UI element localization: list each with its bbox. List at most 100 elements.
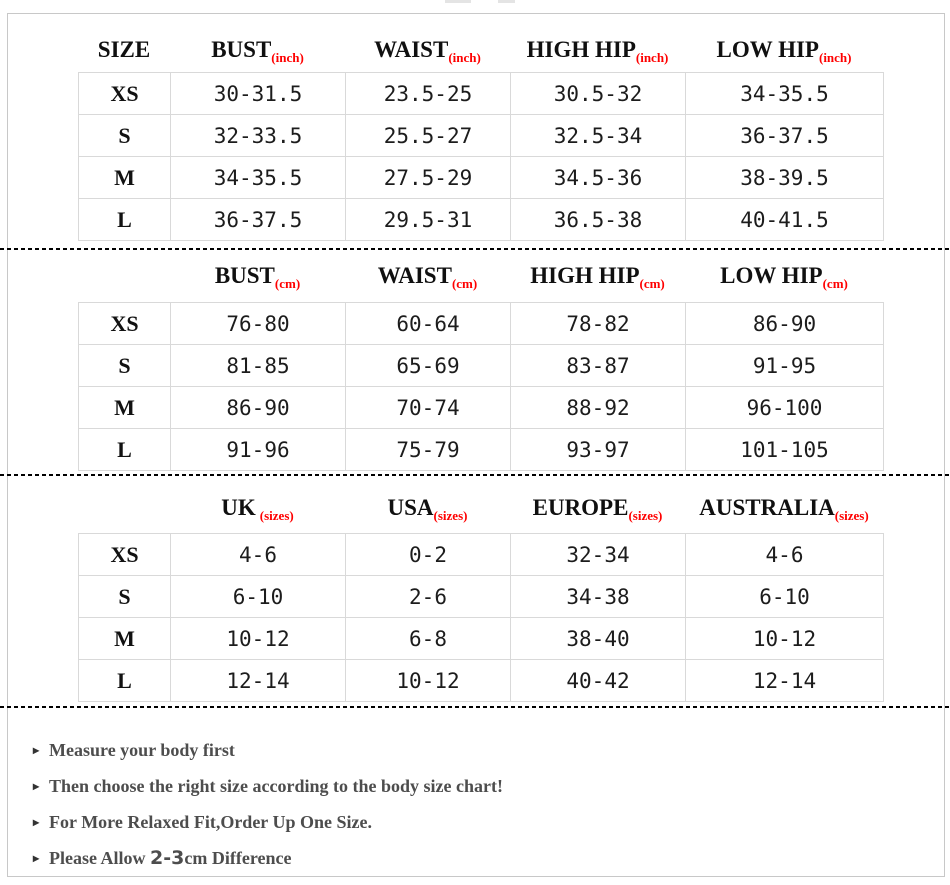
value-cell: 2-6 [345,575,511,618]
value-cell: 38-39.5 [685,156,884,199]
unit-label: (sizes) [259,508,294,523]
unit-label: (cm) [822,276,848,291]
value-cell: 34-38 [510,575,686,618]
note-text: Please Allow 2-3cm Difference [49,847,291,869]
unit-label: (cm) [274,276,301,291]
unit-label: (inch) [271,50,304,65]
value-cell: 10-12 [170,617,346,660]
size-table-international: XS 4-6 0-2 32-34 4-6 S 6-10 2-6 34-38 6-… [78,533,884,702]
table-row: S 81-85 65-69 83-87 91-95 [78,344,884,387]
value-cell: 23.5-25 [345,72,511,115]
column-header-low-hip: LOW HIP (cm) [685,263,883,291]
value-cell: 12-14 [685,659,884,702]
dashed-divider [0,474,950,476]
value-cell: 32.5-34 [510,114,686,157]
size-chart-panel: SIZE BUST (inch) WAIST (inch) HIGH HIP (inc… [0,13,950,877]
table-row: XS 4-6 0-2 32-34 4-6 [78,533,884,576]
column-header-low-hip: LOW HIP (inch) [685,37,883,65]
value-cell: 65-69 [345,344,511,387]
value-cell: 10-12 [345,659,511,702]
size-cell: S [78,114,171,157]
column-header-usa: USA (sizes) [345,495,510,523]
value-cell: 40-42 [510,659,686,702]
note-item: ▸ Please Allow 2-3cm Difference [33,840,944,876]
unit-label: (sizes) [834,508,869,523]
value-cell: 34.5-36 [510,156,686,199]
column-header-label: BUST [211,37,272,62]
size-cell: XS [78,302,171,345]
value-cell: 12-14 [170,659,346,702]
value-cell: 30.5-32 [510,72,686,115]
value-cell: 91-95 [685,344,884,387]
note-text-suffix: cm Difference [184,848,292,868]
column-header-label: LOW HIP [716,37,819,62]
unit-label: (cm) [639,276,665,291]
value-cell: 34-35.5 [685,72,884,115]
note-text-highlight: 2-3 [150,847,185,869]
size-cell: M [78,386,171,429]
column-header-europe: EUROPE (sizes) [510,495,685,523]
size-cell: L [78,428,171,471]
unit-label: (inch) [448,50,481,65]
value-cell: 101-105 [685,428,884,471]
header-row-cm: BUST (cm) WAIST (cm) HIGH HIP (cm) LOW HIP(… [78,256,883,296]
unit-label: (sizes) [628,508,663,523]
column-header-waist: WAIST (cm) [345,263,510,291]
column-header-label: WAIST [377,263,452,288]
column-header-bust: BUST (inch) [170,37,345,65]
column-header-high-hip: HIGH HIP (inch) [510,37,685,65]
value-cell: 36-37.5 [685,114,884,157]
size-cell: S [78,344,171,387]
value-cell: 78-82 [510,302,686,345]
column-header-label: AUSTRALIA [699,495,835,520]
column-header-label: EUROPE [532,495,629,520]
note-text: Measure your body first [49,739,235,760]
column-header-label: BUST [214,263,275,288]
size-cell: L [78,659,171,702]
column-header-australia: AUSTRALIA (sizes) [685,495,883,523]
note-text-prefix: Please Allow [49,848,151,868]
table-row: S 32-33.5 25.5-27 32.5-34 36-37.5 [78,114,884,157]
column-header-high-hip: HIGH HIP (cm) [510,263,685,291]
value-cell: 32-34 [510,533,686,576]
value-cell: 40-41.5 [685,198,884,241]
size-cell: M [78,617,171,660]
value-cell: 60-64 [345,302,511,345]
size-cell: L [78,198,171,241]
value-cell: 86-90 [685,302,884,345]
column-header-label: UK [221,495,256,520]
value-cell: 6-8 [345,617,511,660]
value-cell: 75-79 [345,428,511,471]
value-cell: 91-96 [170,428,346,471]
value-cell: 93-97 [510,428,686,471]
value-cell: 36-37.5 [170,198,346,241]
unit-label: (inch) [635,50,669,65]
notes-list: ▸ Measure your body first ▸ Then choose … [8,732,944,876]
table-row: L 36-37.5 29.5-31 36.5-38 40-41.5 [78,198,884,241]
note-item: ▸ Measure your body first [33,732,944,768]
value-cell: 10-12 [685,617,884,660]
value-cell: 81-85 [170,344,346,387]
table-row: S 6-10 2-6 34-38 6-10 [78,575,884,618]
unit-label: (inch) [818,50,852,65]
column-header-label: USA [387,495,434,520]
value-cell: 38-40 [510,617,686,660]
table-row: M 10-12 6-8 38-40 10-12 [78,617,884,660]
column-header-waist: WAIST (inch) [345,37,510,65]
dashed-divider [0,248,950,250]
value-cell: 34-35.5 [170,156,346,199]
value-cell: 6-10 [685,575,884,618]
dashed-divider [0,706,950,708]
size-cell: XS [78,533,171,576]
size-cell: S [78,575,171,618]
value-cell: 4-6 [685,533,884,576]
cropped-text-remnant [498,0,515,3]
value-cell: 4-6 [170,533,346,576]
table-row: XS 30-31.5 23.5-25 30.5-32 34-35.5 [78,72,884,115]
value-cell: 36.5-38 [510,198,686,241]
column-header-size: SIZE [78,37,170,63]
unit-label: (sizes) [433,508,468,523]
cropped-text-remnant [445,0,471,3]
value-cell: 27.5-29 [345,156,511,199]
column-header-label: HIGH HIP [526,37,636,62]
